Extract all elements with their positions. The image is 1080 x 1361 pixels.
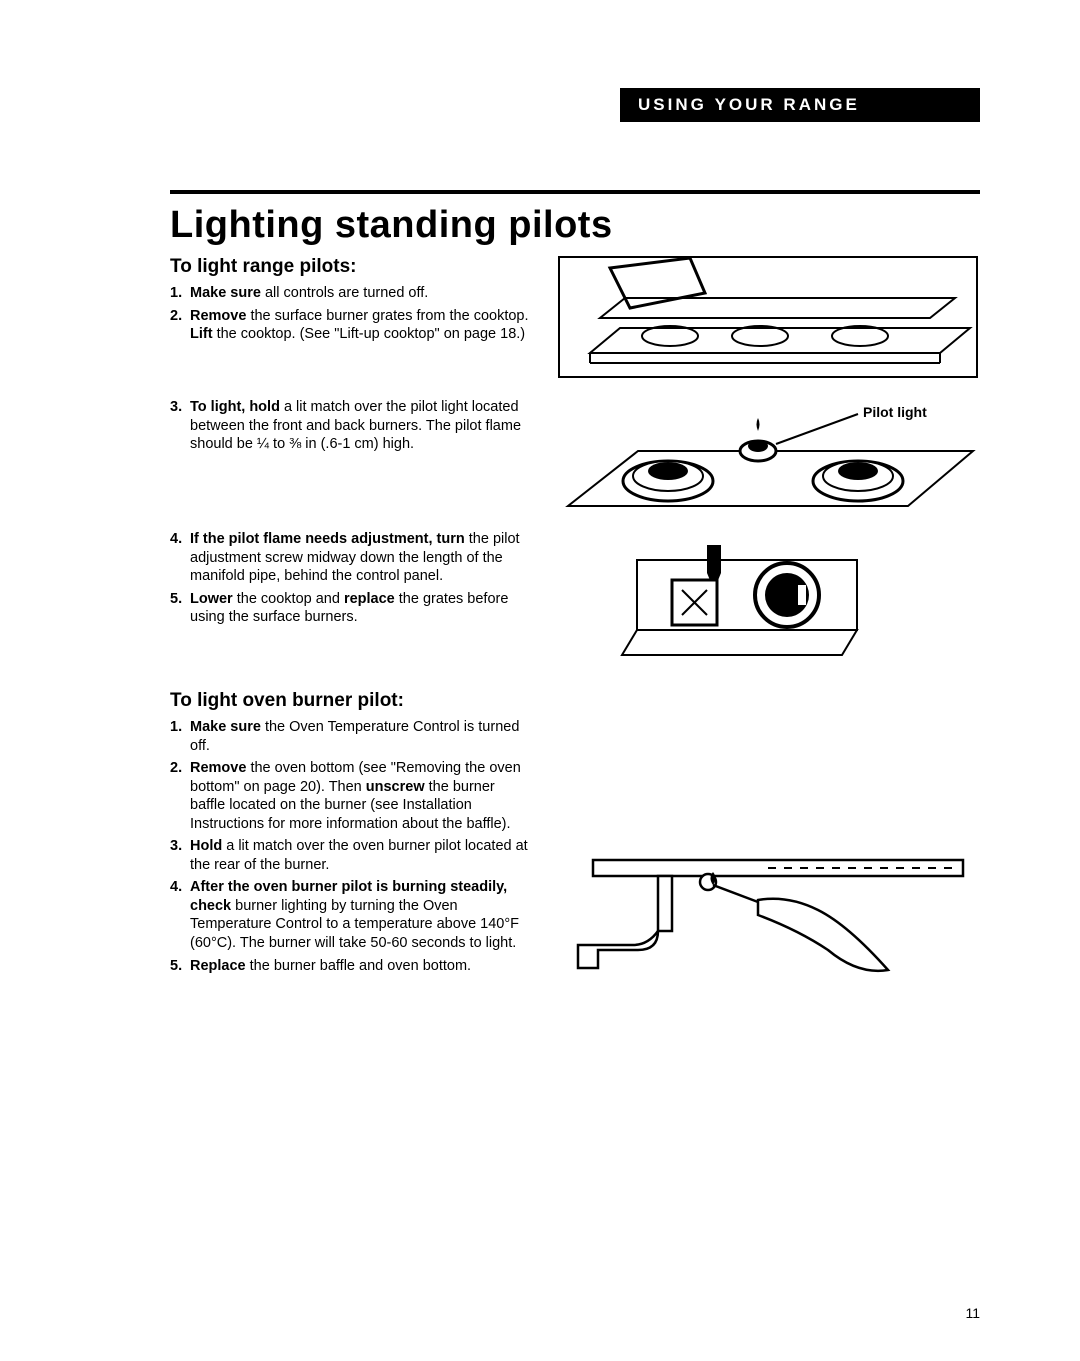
horizontal-rule — [170, 190, 980, 194]
instruction-step: 3. Hold a lit match over the oven burner … — [170, 837, 530, 874]
range-pilots-block-2: 3. To light, hold a lit match over the pi… — [170, 398, 530, 458]
header-text-plain: USING — [638, 95, 707, 115]
step-text: To light, hold a lit match over the pilo… — [190, 399, 521, 452]
figure-burners-pilot: Pilot light — [558, 396, 978, 522]
range-pilots-block-1: To light range pilots: 1. Make sure all c… — [170, 256, 530, 348]
figure-oven-burner-pilot — [558, 840, 978, 990]
instruction-step: 1. Make sure all controls are turned off. — [170, 284, 530, 303]
step-number: 1. — [170, 718, 182, 737]
step-number: 3. — [170, 837, 182, 856]
instruction-step: 4. After the oven burner pilot is burning… — [170, 878, 530, 952]
instruction-step: 5. Lower the cooktop and replace the grat… — [170, 590, 530, 627]
pilot-light-label: Pilot light — [863, 404, 927, 420]
figure-adjustment-screw — [612, 540, 862, 666]
instruction-step: 5. Replace the burner baffle and oven bot… — [170, 957, 530, 976]
oven-pilot-block: To light oven burner pilot: 1. Make sure … — [170, 690, 530, 979]
instruction-step: 4. If the pilot flame needs adjustment, t… — [170, 530, 530, 586]
step-number: 4. — [170, 530, 182, 549]
step-text: Replace the burner baffle and oven botto… — [190, 958, 471, 974]
step-text: If the pilot flame needs adjustment, tur… — [190, 531, 520, 584]
step-number: 4. — [170, 878, 182, 897]
step-number: 5. — [170, 957, 182, 976]
step-text: Lower the cooktop and replace the grates… — [190, 591, 508, 626]
step-text: Hold a lit match over the oven burner pi… — [190, 838, 528, 873]
range-pilots-block-3: 4. If the pilot flame needs adjustment, t… — [170, 530, 530, 631]
section-header-bar: USING YOUR RANGE — [620, 88, 980, 122]
instruction-step: 3. To light, hold a lit match over the pi… — [170, 398, 530, 454]
oven-pilot-heading: To light oven burner pilot: — [170, 690, 530, 712]
step-text: Make sure the Oven Temperature Control i… — [190, 719, 519, 754]
step-text: After the oven burner pilot is burning s… — [190, 879, 519, 951]
step-text: Make sure all controls are turned off. — [190, 285, 428, 301]
instruction-step: 1. Make sure the Oven Temperature Control… — [170, 718, 530, 755]
range-pilots-heading: To light range pilots: — [170, 256, 530, 278]
step-number: 1. — [170, 284, 182, 303]
page-number: 11 — [965, 1305, 980, 1321]
header-text-bold: YOUR RANGE — [715, 95, 860, 115]
instruction-step: 2. Remove the surface burner grates from … — [170, 307, 530, 344]
step-text: Remove the surface burner grates from th… — [190, 308, 529, 343]
step-number: 3. — [170, 398, 182, 417]
step-number: 2. — [170, 759, 182, 778]
figure-lifted-cooktop — [558, 256, 978, 378]
step-number: 2. — [170, 307, 182, 326]
instruction-step: 2. Remove the oven bottom (see "Removing … — [170, 759, 530, 833]
step-text: Remove the oven bottom (see "Removing th… — [190, 760, 521, 832]
step-number: 5. — [170, 590, 182, 609]
page-title: Lighting standing pilots — [170, 204, 613, 247]
